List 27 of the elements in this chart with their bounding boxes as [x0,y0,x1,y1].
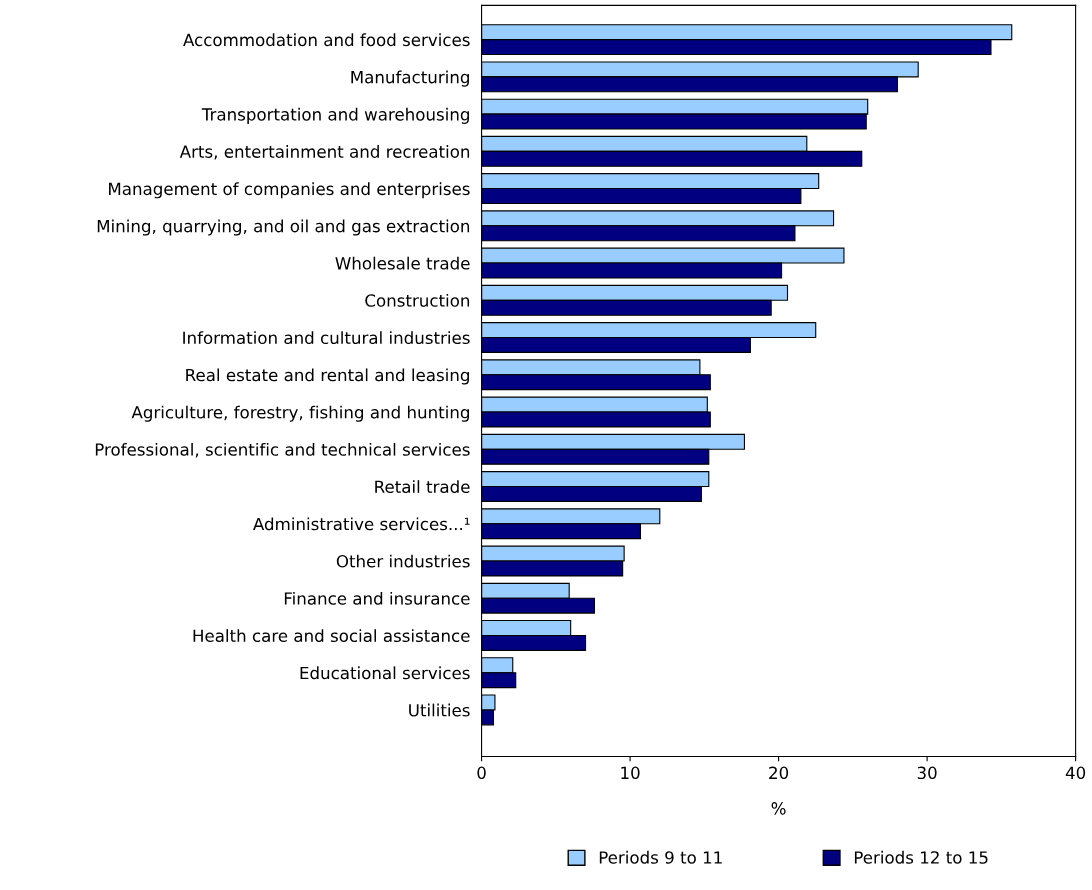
y-tick-label: Administrative services...¹ [253,517,470,531]
x-tick-label: 10 [621,766,640,780]
y-tick-label: Wholesale trade [335,256,470,270]
x-tick-label: 30 [917,766,937,780]
y-tick-label: Mining, quarrying, and oil and gas extraction [97,219,470,236]
y-tick-label: Finance and insurance [284,591,470,605]
y-tick-label: Retail trade [375,480,470,494]
legend-label: Periods 9 to 11 [599,850,722,864]
x-axis-title: % [771,802,786,815]
y-tick-label: Transportation and warehousing [201,107,469,124]
x-tick-label: 20 [769,766,789,780]
y-tick-label: Real estate and rental and leasing [186,368,469,385]
legend-label: Periods 12 to 15 [854,850,988,864]
y-tick-label: Agriculture, forestry, fishing and hunting [131,405,469,422]
y-tick-label: Professional, scientific and technical services [95,442,470,458]
y-tick-label: Information and cultural industries [183,331,470,345]
y-tick-label: Utilities [409,703,470,717]
x-tick-label: 40 [1065,766,1086,780]
y-tick-label: Construction [365,293,470,307]
y-tick-label: Health care and social assistance [193,629,470,643]
y-tick-label: Arts, entertainment and recreation [179,144,470,160]
y-tick-label: Accommodation and food services [183,33,470,47]
x-tick-label: 0 [477,766,486,780]
y-tick-label: Educational services [300,666,470,680]
y-tick-label: Management of companies and enterprises [109,182,470,199]
y-tick-label: Manufacturing [351,70,469,87]
y-tick-label: Other industries [336,554,470,568]
